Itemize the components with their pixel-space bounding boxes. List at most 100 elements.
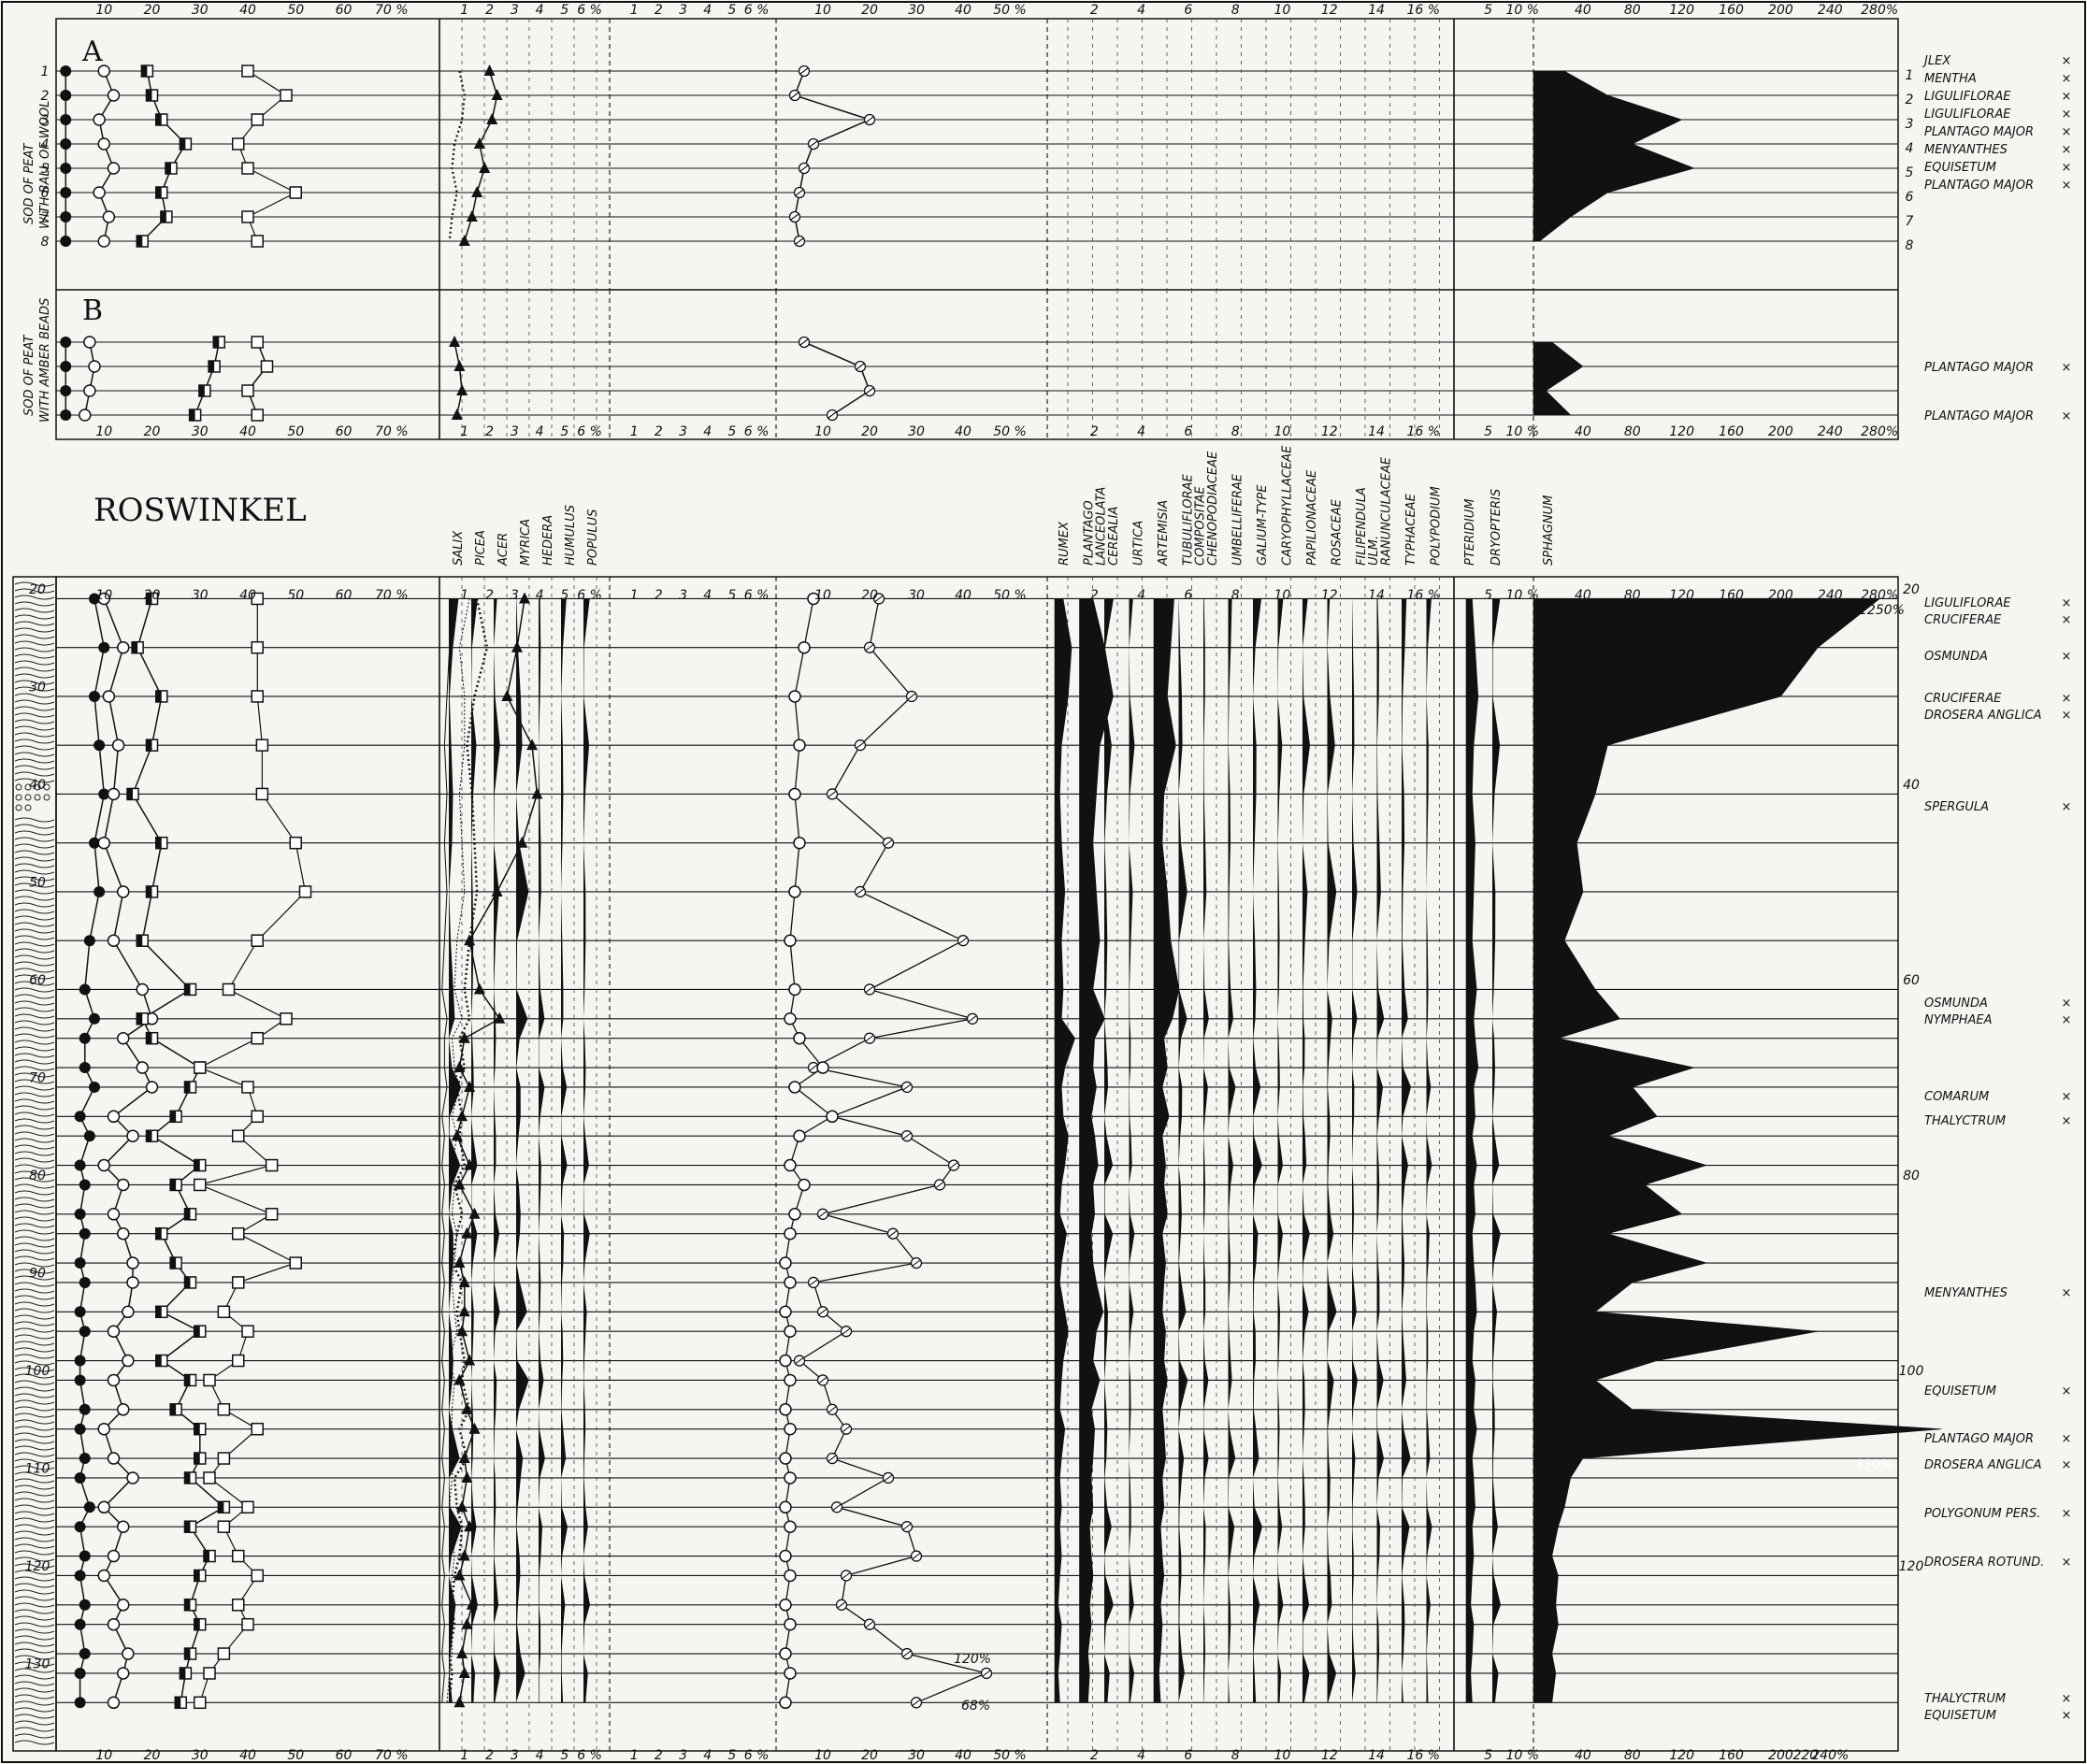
sample-number-left: 1 [41,65,50,79]
stratigraphy-wave [14,1386,55,1392]
right-label-main-marker: × [2062,1114,2072,1128]
stratigraphy-wave [14,954,55,960]
point-corylus [232,1226,245,1241]
right-label-main-marker: × [2062,650,2072,664]
point-betula [107,1549,121,1563]
point-poaceae-cross [828,1455,837,1462]
scale-tick-main: 3 [511,588,519,603]
point-alnus [74,1306,86,1318]
scale-tick-b: 3 [679,424,687,439]
point-betula [97,836,110,850]
point-betula [97,1158,110,1172]
stratigraphy-dot [34,783,41,791]
stratigraphy-dot [43,794,50,801]
point-pinus [458,1305,470,1317]
right-label-main-marker: × [2062,596,2072,610]
right-label-a-marker: × [2062,161,2072,175]
point-a-corylus [241,162,254,175]
depth-label-left: 30 [29,681,46,696]
scale-tick-b: 5 [727,424,736,439]
stratigraphy-wave [14,719,55,724]
stratigraphy-wave [14,1543,55,1549]
right-label-a-marker: × [2062,72,2072,86]
silhouette-herb [1402,598,1411,1703]
point-quercus-half [155,837,162,849]
sample-number-left: 4 [41,137,50,152]
stratigraphy-wave [14,1118,55,1124]
scale-tick-top: 240 [1818,3,1843,18]
point-poaceae-cross [809,1064,818,1071]
point-alnus [74,1697,86,1709]
point-ericales [793,739,806,752]
point-a-alnus [60,90,72,101]
right-label-main-marker: × [2062,1692,2072,1706]
silhouette-herb [1352,598,1358,1703]
point-ericales [798,1178,811,1192]
stratigraphy-wave [14,968,55,973]
point-corylus [251,1422,264,1436]
stratigraphy-wave [14,660,55,666]
point-poaceae-cross [884,1474,893,1482]
point-pinus [458,1452,470,1464]
right-label-main-marker: × [2062,1013,2072,1027]
point-pinus [464,1080,476,1092]
scale-tick-b: 280% [1861,424,1898,439]
point-a-betula [97,235,110,248]
scale-tick-b: 20 [144,424,161,439]
stratigraphy-wave [14,915,55,921]
scale-tick-b: 4 [1137,424,1145,439]
annotation-peak-110: 330% [1855,1457,1893,1472]
point-poaceae-cross [828,791,837,797]
scale-tick-bottom: 60 [336,1748,353,1763]
point-ericales [788,1081,801,1094]
point-alnus [79,1599,91,1611]
scale-tick-top: 10 [95,3,112,18]
scale-tick-top: 2 [1090,3,1099,18]
right-label-main: THALYCTRUM [1924,1692,2006,1706]
point-b-corylus [251,336,264,349]
scale-tick-b: 2 [1090,424,1099,439]
right-label-main-marker: × [2062,1709,2072,1723]
point-corylus [251,1110,264,1124]
stratigraphy-wave [14,869,55,875]
stratigraphy-wave [14,1439,55,1444]
scale-tick-bottom: 8 [1231,1748,1240,1763]
depth-label-left: 100 [25,1364,50,1379]
point-corylus [265,1158,279,1172]
markers [60,65,993,1710]
scale-tick-b: 80 [1624,424,1641,439]
panel-b-side-label-2: WITH AMBER BEADS [38,298,52,423]
stratigraphy-wave [14,1517,55,1523]
point-pinus [453,1256,466,1269]
stratigraphy-wave [14,1144,55,1150]
stratigraphy-wave [14,1210,55,1215]
scale-tick-b: 10 % [1505,424,1539,439]
stratigraphy-wave [14,1242,55,1248]
stratigraphy-wave [14,961,55,967]
taxon-label: POPULUS [586,509,600,566]
stratigraphy-wave [14,1301,55,1307]
stratigraphy-wave [14,850,55,855]
stratigraphy-wave [14,1426,55,1431]
point-pinus [456,1325,468,1337]
stratigraphy-wave [14,614,55,620]
right-label-b-marker: × [2062,361,2072,375]
point-a-poaceae-cross [799,165,809,172]
scale-tick-bottom: 80 [1624,1748,1641,1763]
stratigraphy-wave [14,1491,55,1497]
point-betula [97,1500,110,1514]
scale-tick-top: 10 [814,3,831,18]
point-a-poaceae-cross [795,237,804,245]
point-quercus-half [194,1326,200,1338]
scale-tick-bottom: 10 [95,1748,112,1763]
point-quercus-half [184,1276,191,1288]
right-label-main-marker: × [2062,1090,2072,1104]
scale-tick-top: 50 [287,3,304,18]
scale-tick-bottom: 200 [1768,1748,1793,1763]
point-a-poaceae-cross [790,92,799,99]
stratigraphy-wave [14,771,55,777]
right-label-a-marker: × [2062,108,2072,122]
point-betula [117,1599,130,1612]
